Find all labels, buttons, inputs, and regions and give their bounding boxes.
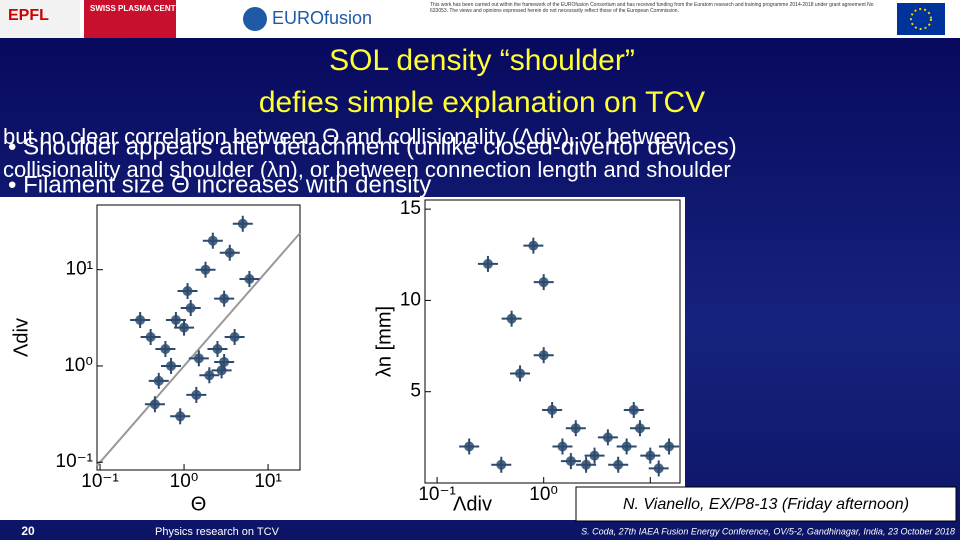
data-point — [589, 450, 600, 461]
data-point — [602, 432, 613, 443]
lab-logo-box — [84, 0, 176, 38]
y-tick-label: 10¹ — [66, 259, 93, 280]
data-point — [191, 389, 202, 400]
data-point — [581, 459, 592, 470]
reference-box — [575, 486, 957, 522]
axes-frame — [96, 204, 301, 471]
funding-box: This work has been carried out within th… — [430, 2, 874, 14]
data-point — [229, 331, 240, 342]
data-point — [244, 274, 255, 285]
data-point — [207, 235, 218, 246]
x-axis-label: Θ — [191, 493, 207, 515]
diagonal — [96, 232, 301, 467]
footer-right: S. Coda, 27th IAEA Fusion Energy Confere… — [581, 526, 955, 536]
y-axis-label: Λdiv — [10, 318, 32, 357]
data-point — [145, 331, 156, 342]
data-point — [464, 441, 475, 452]
axes-frame — [424, 199, 681, 484]
bullet: • Shoulder appears after detachment (unl… — [8, 133, 737, 160]
funding-text: This work has been carried out within th… — [430, 2, 874, 14]
eu-flag — [897, 3, 945, 35]
data-point — [219, 356, 230, 367]
data-point — [219, 293, 230, 304]
logo-box — [0, 0, 80, 38]
data-point — [160, 344, 171, 355]
school-logo: EPFL — [8, 7, 49, 24]
data-point — [528, 240, 539, 251]
title-line: defies simple explanation on TCV — [259, 86, 705, 119]
data-point — [170, 315, 181, 326]
data-point — [149, 399, 160, 410]
y-tick-label: 10 — [400, 289, 421, 310]
data-point — [200, 264, 211, 275]
reference: N. Vianello, EX/P8-13 (Friday afternoon) — [623, 496, 909, 513]
x-axis-label: Λdiv — [453, 493, 492, 515]
data-point — [538, 350, 549, 361]
data-point — [557, 441, 568, 452]
data-point — [547, 404, 558, 415]
data-point — [634, 423, 645, 434]
y-tick-label: 5 — [410, 381, 421, 402]
x-tick-label: 10⁻¹ — [418, 484, 456, 505]
footer-center: Physics research on TCV — [155, 526, 280, 538]
y-tick-label: 10⁰ — [64, 355, 93, 376]
data-point — [185, 302, 196, 313]
data-point — [179, 322, 190, 333]
data-point — [175, 411, 186, 422]
eurofusion-icon — [243, 7, 267, 31]
x-tick-label: 10⁰ — [529, 484, 558, 505]
data-point — [482, 258, 493, 269]
data-point — [506, 313, 517, 324]
data-point — [515, 368, 526, 379]
x-tick-label: 10⁻¹ — [81, 471, 119, 492]
data-point — [166, 360, 177, 371]
title-line: SOL density “shoulder” — [329, 44, 635, 77]
data-point — [182, 286, 193, 297]
eu-stars — [910, 8, 932, 30]
data-point — [204, 370, 215, 381]
data-point — [153, 375, 164, 386]
consortium-logo: EUROfusion — [272, 8, 372, 28]
overlay-text: collisionality and shoulder (λn), or bet… — [3, 157, 731, 182]
data-point — [570, 423, 581, 434]
page-number: 20 — [21, 524, 35, 538]
data-point — [193, 353, 204, 364]
lab-logo: SWISS PLASMA CENTER — [90, 4, 187, 13]
data-point — [496, 459, 507, 470]
y-tick-label: 15 — [400, 198, 421, 219]
data-point — [237, 218, 248, 229]
data-point — [645, 450, 656, 461]
data-point — [628, 404, 639, 415]
data-point — [224, 247, 235, 258]
data-point — [621, 441, 632, 452]
data-point — [664, 441, 675, 452]
data-point — [135, 315, 146, 326]
data-point — [565, 456, 576, 467]
x-tick-label: 10⁰ — [170, 471, 199, 492]
x-tick-label: 10¹ — [254, 471, 281, 492]
y-axis-label: λn [mm] — [373, 306, 395, 377]
data-point — [538, 277, 549, 288]
bullet: • Filament size Θ increases with density — [8, 171, 431, 198]
overlay-text: but no clear correlation between Θ and c… — [3, 124, 690, 149]
data-point — [653, 463, 664, 474]
data-point — [613, 459, 624, 470]
data-point — [212, 344, 223, 355]
y-tick-label: 10⁻¹ — [56, 451, 94, 472]
